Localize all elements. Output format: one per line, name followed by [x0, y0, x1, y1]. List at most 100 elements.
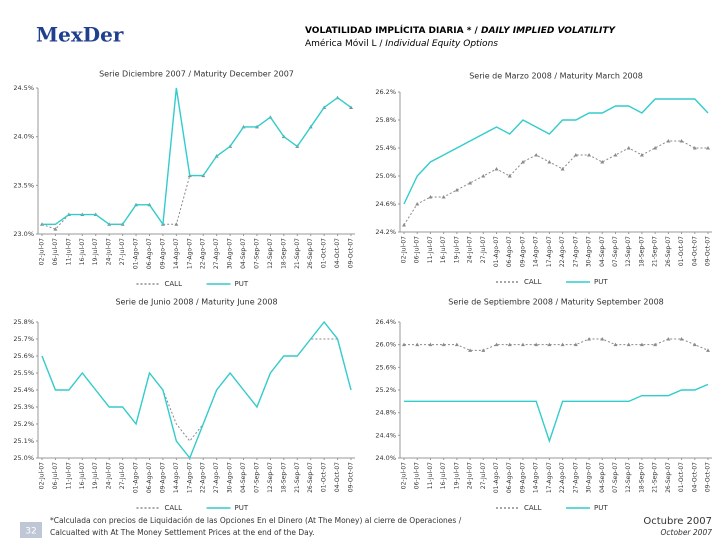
page-title: VOLATILIDAD IMPLÍCITA DIARIA * / DAILY I… [305, 24, 616, 36]
x-tick-label: 27-Ago-07 [572, 462, 579, 493]
point-marker [428, 195, 433, 199]
y-tick-label: 23.5% [13, 181, 34, 189]
x-tick-label: 12-Sep-07 [625, 236, 632, 267]
x-tick-label: 19-Jul-07 [453, 462, 460, 489]
y-tick-label: 25.8% [13, 318, 34, 326]
x-tick-label: 04-Oct-07 [691, 236, 698, 266]
x-tick-label: 04-Sep-07 [240, 238, 247, 269]
y-tick-label: 25.4% [375, 144, 396, 152]
point-marker [534, 342, 539, 347]
x-tick-label: 30-Ago-07 [586, 236, 593, 267]
x-tick-label: 21-Sep-07 [294, 462, 301, 493]
point-marker [706, 146, 710, 150]
point-marker [600, 160, 605, 164]
point-marker [481, 174, 486, 178]
y-tick-label: 26.2% [375, 88, 396, 96]
point-marker [653, 342, 658, 347]
series-line [41, 320, 352, 460]
legend-label: PUT [235, 504, 249, 512]
x-tick-label: 26-Sep-07 [307, 462, 314, 493]
point-marker [587, 153, 592, 157]
y-tick-label: 25.3% [13, 403, 34, 411]
title-en: DAILY IMPLIED VOLATILITY [481, 26, 617, 36]
chart-title: Serie de Junio 2008 / Maturity June 2008 [115, 298, 277, 307]
y-tick-label: 25.1% [13, 437, 34, 445]
x-tick-label: 17-Ago-07 [546, 236, 553, 267]
point-marker [679, 337, 684, 341]
point-marker [573, 342, 578, 347]
x-tick-label: 27-Jul-07 [119, 462, 126, 489]
title-es: VOLATILIDAD IMPLÍCITA DIARIA * / [305, 24, 481, 36]
x-tick-label: 04-Sep-07 [599, 462, 606, 493]
x-tick-label: 27-Ago-07 [572, 236, 579, 267]
y-tick-label: 24.2% [375, 228, 396, 236]
x-tick-label: 06-Jul-07 [52, 238, 59, 265]
x-tick-label: 02-Jul-07 [401, 462, 408, 489]
legend-label: PUT [235, 280, 249, 288]
x-tick-label: 07-Sep-07 [612, 236, 619, 267]
series-line [42, 87, 352, 227]
x-tick-label: 04-Oct-07 [334, 238, 341, 268]
date-es: Octubre 2007 [643, 516, 712, 527]
x-tick-label: 27-Jul-07 [480, 236, 487, 263]
point-marker [626, 342, 631, 347]
legend-label: CALL [165, 280, 183, 288]
point-marker [481, 348, 486, 352]
point-marker [679, 139, 684, 143]
y-tick-label: 25.6% [13, 352, 34, 360]
x-tick-label: 16-Jul-07 [440, 462, 447, 489]
point-marker [573, 153, 578, 157]
x-tick-label: 18-Sep-07 [638, 462, 645, 493]
x-tick-label: 24-Jul-07 [106, 238, 113, 265]
x-tick-label: 01-Oct-07 [678, 236, 685, 266]
point-marker [613, 342, 618, 347]
logo: MexDer [36, 23, 124, 47]
legend-label: CALL [524, 504, 542, 512]
chart-title: Serie de Marzo 2008 / Maturity March 200… [469, 72, 643, 81]
point-marker [507, 174, 512, 178]
x-tick-label: 09-Oct-07 [348, 238, 355, 268]
x-tick-label: 09-Oct-07 [348, 462, 355, 492]
x-tick-label: 12-Sep-07 [625, 462, 632, 493]
x-tick-label: 02-Jul-07 [401, 236, 408, 263]
chart-title: Serie Diciembre 2007 / Maturity December… [99, 70, 294, 79]
x-tick-label: 06-Jul-07 [52, 462, 59, 489]
point-marker [520, 342, 525, 347]
x-tick-label: 21-Sep-07 [652, 236, 659, 267]
x-tick-label: 02-Jul-07 [39, 238, 46, 265]
point-marker [468, 181, 473, 185]
x-tick-label: 18-Sep-07 [280, 462, 287, 493]
series-line [403, 140, 708, 226]
x-tick-label: 26-Sep-07 [307, 238, 314, 269]
y-tick-label: 25.6% [375, 363, 396, 371]
point-marker [639, 153, 644, 157]
y-tick-label: 24.4% [375, 431, 396, 439]
x-tick-label: 26-Sep-07 [665, 462, 672, 493]
x-tick-label: 07-Sep-07 [612, 462, 619, 493]
x-tick-label: 04-Sep-07 [240, 462, 247, 493]
x-tick-label: 18-Sep-07 [638, 236, 645, 267]
x-tick-label: 24-Jul-07 [467, 236, 474, 263]
point-marker [507, 342, 512, 347]
x-tick-label: 01-Ago-07 [133, 238, 140, 269]
series-line [41, 338, 352, 442]
point-marker [626, 146, 631, 150]
x-tick-label: 09-Ago-07 [159, 462, 166, 493]
x-tick-label: 24-Jul-07 [467, 462, 474, 489]
subtitle-es: América Móvil L / [305, 38, 385, 49]
x-tick-label: 09-Ago-07 [159, 238, 166, 269]
y-tick-label: 25.2% [375, 386, 396, 394]
x-tick-label: 01-Oct-07 [321, 238, 328, 268]
x-tick-label: 01-Ago-07 [493, 462, 500, 493]
series-line [404, 383, 709, 444]
point-marker [639, 342, 644, 347]
point-marker [613, 153, 618, 157]
x-tick-label: 22-Ago-07 [559, 462, 566, 493]
page-number-box [20, 522, 42, 538]
x-tick-label: 22-Ago-07 [559, 236, 566, 267]
x-tick-label: 27-Ago-07 [213, 462, 220, 493]
point-marker [653, 146, 658, 150]
page-subtitle: América Móvil L / Individual Equity Opti… [305, 38, 498, 49]
x-tick-label: 09-Ago-07 [519, 236, 526, 267]
x-tick-label: 11-Jul-07 [427, 462, 434, 489]
